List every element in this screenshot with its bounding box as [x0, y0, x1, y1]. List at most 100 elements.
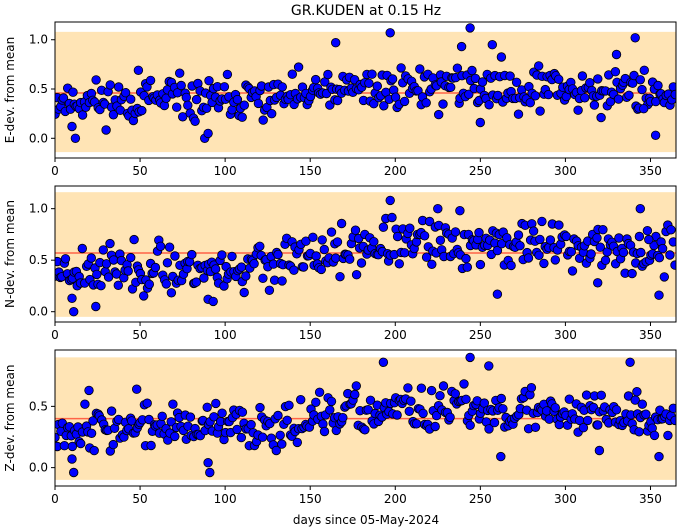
data-point — [273, 249, 283, 260]
data-point — [211, 398, 221, 409]
data-point — [208, 296, 218, 307]
data-point — [578, 423, 589, 433]
data-point — [600, 255, 611, 265]
data-point — [593, 278, 603, 288]
data-point — [319, 244, 330, 255]
data-point — [484, 100, 494, 110]
data-point — [131, 384, 142, 394]
data-point — [378, 357, 389, 368]
data-point — [639, 103, 649, 114]
data-point — [271, 445, 282, 456]
data-point — [496, 393, 507, 404]
data-point — [326, 227, 337, 237]
x-tick-label: 50 — [132, 164, 147, 178]
panel-2: 0 50 100 150 200 250 300 350 0.0 0.5 1.0 N-dev. fro… — [3, 185, 677, 342]
data-point — [492, 245, 503, 256]
data-point — [411, 419, 422, 429]
data-point — [191, 94, 202, 105]
data-point — [227, 105, 237, 115]
data-point — [314, 387, 325, 398]
data-point — [594, 445, 605, 456]
data-point — [91, 75, 101, 85]
data-point — [209, 412, 219, 422]
data-point — [461, 394, 471, 405]
data-point — [465, 23, 475, 33]
data-point — [489, 417, 500, 428]
data-point — [543, 89, 554, 100]
data-point — [92, 269, 102, 280]
data-point — [611, 405, 622, 415]
data-point — [106, 406, 117, 416]
data-point — [539, 258, 549, 269]
data-point — [232, 94, 243, 105]
data-point — [577, 71, 588, 81]
data-point — [650, 130, 661, 141]
data-point — [404, 406, 415, 417]
data-point — [654, 451, 664, 462]
data-point — [323, 69, 333, 80]
data-point — [434, 109, 444, 120]
data-point — [217, 250, 227, 260]
data-point — [438, 99, 448, 109]
data-point — [534, 250, 544, 261]
data-point — [418, 408, 428, 419]
panel-1: 0 50 100 150 200 250 300 350 0.0 0.5 1.0 E-dev. fro… — [3, 21, 677, 178]
data-point — [665, 250, 675, 260]
data-point — [406, 396, 416, 406]
data-point — [204, 75, 214, 86]
data-point — [461, 253, 471, 264]
data-point — [236, 432, 247, 443]
data-point — [372, 81, 383, 91]
x-tick-label: 150 — [299, 492, 322, 506]
data-point — [595, 242, 606, 252]
data-point — [618, 247, 629, 258]
y-tick-label: 0.0 — [29, 461, 48, 475]
data-point — [392, 231, 403, 242]
data-point — [387, 212, 397, 223]
data-point — [133, 65, 144, 76]
y-tick-label: 0.0 — [29, 305, 48, 319]
data-point — [614, 233, 624, 243]
y-tick-label: 1.0 — [29, 202, 48, 216]
data-point — [435, 235, 446, 246]
data-point — [282, 415, 292, 426]
data-point — [430, 421, 440, 432]
data-point — [513, 230, 524, 240]
data-point — [657, 243, 668, 254]
data-point — [174, 68, 185, 78]
data-point — [465, 420, 475, 431]
data-point — [185, 412, 196, 422]
x-tick-label: 350 — [639, 492, 662, 506]
data-point — [287, 69, 298, 79]
data-point — [360, 425, 370, 435]
data-point — [264, 285, 275, 296]
data-point — [636, 247, 646, 258]
data-point — [554, 220, 564, 230]
data-point — [399, 96, 410, 107]
data-point — [351, 270, 362, 280]
data-point — [596, 112, 606, 123]
data-point — [176, 80, 186, 91]
data-point — [145, 75, 156, 86]
data-point — [666, 225, 676, 235]
data-point — [150, 262, 161, 273]
data-point — [498, 404, 508, 414]
data-point — [625, 357, 635, 368]
data-point — [311, 251, 321, 261]
data-point — [403, 383, 413, 393]
data-point — [598, 224, 608, 235]
y-tick-label: 1.0 — [29, 33, 48, 47]
data-point — [164, 242, 175, 252]
data-point — [205, 467, 215, 478]
data-point — [573, 105, 583, 115]
x-axis-label: days since 05-May-2024 — [293, 513, 439, 527]
data-point — [217, 408, 227, 418]
x-tick-label: 250 — [469, 164, 492, 178]
data-point — [596, 390, 607, 401]
data-point — [567, 266, 578, 276]
data-point — [505, 71, 515, 81]
data-point — [68, 467, 79, 478]
data-point — [632, 387, 642, 397]
data-point — [421, 252, 432, 262]
